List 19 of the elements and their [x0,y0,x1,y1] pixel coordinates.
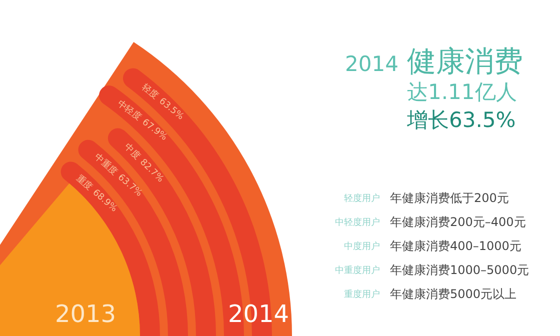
text: 健康消费 [407,44,523,78]
text: 年健康消费400–1000元 [390,238,522,255]
text: 增长63.5% [407,107,516,134]
text: 年健康消费1000–5000元 [390,262,530,279]
category-label: 重度 [74,172,95,193]
text: 轻度用户 [344,192,380,205]
text: 中重度用户 [335,264,380,277]
text: 重度用户 [344,288,380,301]
text: 2013 [55,300,116,328]
text: 中轻度用户 [335,216,380,229]
text: 中度用户 [344,240,380,253]
category-label: 中度 [122,141,142,162]
text: 2014 [228,300,290,328]
text: 2014 [345,52,398,76]
text: 年健康消费低于200元 [390,190,509,207]
text: 达1.11亿人 [407,79,517,106]
text: 年健康消费200元–400元 [390,214,526,231]
category-label: 中重度 [92,152,120,178]
text: 年健康消费5000元以上 [390,286,517,303]
